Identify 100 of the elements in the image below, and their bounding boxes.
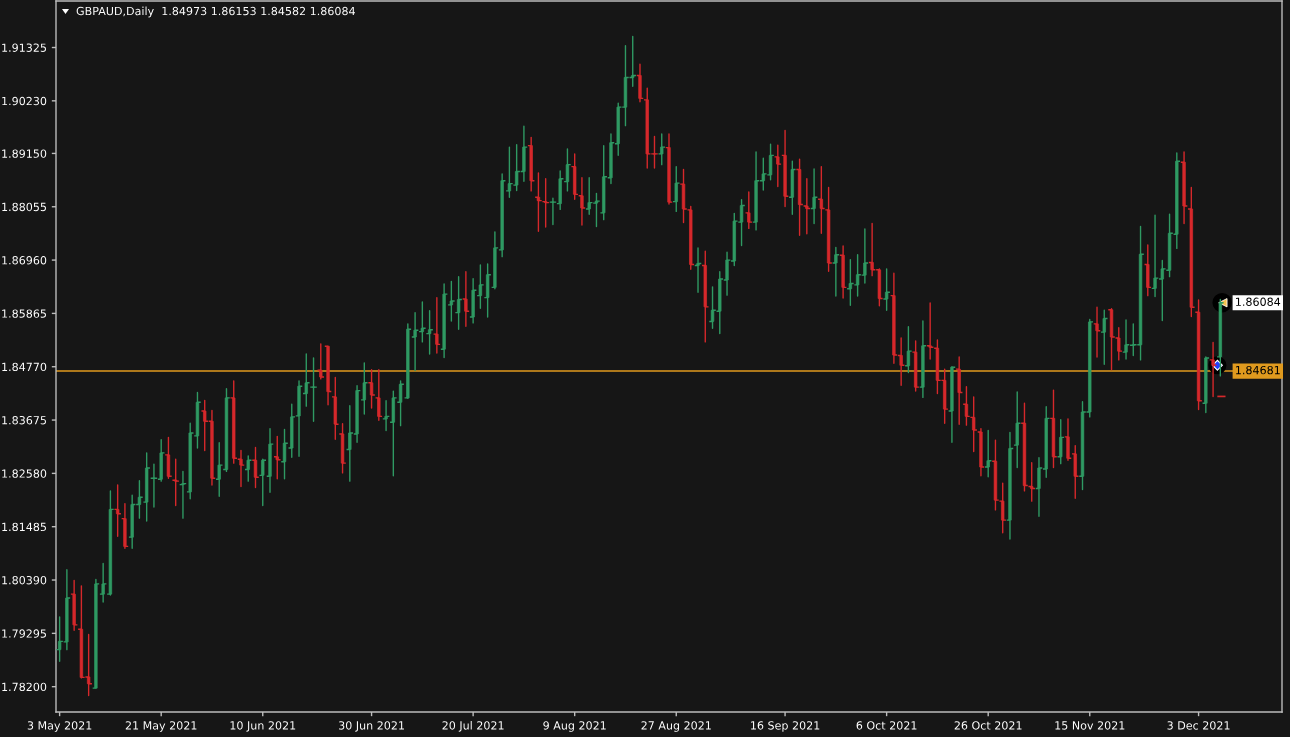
candlestick <box>505 146 514 198</box>
candlestick <box>599 144 608 221</box>
candlestick <box>70 579 79 631</box>
candlestick <box>1049 389 1058 469</box>
candlestick <box>657 133 666 166</box>
candlestick <box>969 396 978 453</box>
candlestick <box>469 277 478 324</box>
y-tick-label: 1.88055 <box>2 202 46 212</box>
candlestick <box>1071 444 1080 499</box>
y-tick-label: 1.81485 <box>2 522 46 532</box>
candlestick <box>454 275 463 330</box>
x-tick-label: 30 Jun 2021 <box>339 721 404 732</box>
candlestick <box>962 385 971 426</box>
candlestick <box>258 458 267 507</box>
x-tick-label: 6 Oct 2021 <box>856 721 917 730</box>
candlestick <box>636 63 644 103</box>
candlestick <box>744 191 753 230</box>
candlestick <box>577 177 586 226</box>
x-tick-label: 20 Jul 2021 <box>442 721 504 732</box>
candlestick <box>570 153 579 200</box>
text: 1.86084 <box>1236 297 1281 306</box>
candlestick <box>1187 186 1196 318</box>
candlestick <box>164 436 173 479</box>
candlestick <box>476 264 485 309</box>
candlestick <box>788 160 797 215</box>
candlestick <box>1005 431 1014 540</box>
candlestick <box>1143 244 1152 297</box>
candlestick <box>955 356 964 425</box>
candlestick <box>904 326 913 374</box>
candlestick <box>389 390 398 477</box>
candlestick <box>773 144 782 188</box>
chart-title: GBPAUD,Daily 1.84973 1.86153 1.84582 1.86084 <box>76 6 355 18</box>
ref-line-label: 1.84681 <box>1236 365 1280 375</box>
candlestick <box>360 362 369 415</box>
x-tick-label: 21 May 2021 <box>125 721 197 732</box>
y-tick-label: 1.86960 <box>2 256 47 265</box>
candlestick <box>432 296 441 354</box>
candlestick <box>331 376 340 440</box>
x-tick-label: 10 Jun 2021 <box>230 721 296 732</box>
y-tick-label: 1.84770 <box>2 362 47 372</box>
candlestick <box>374 368 383 421</box>
candlestick <box>694 247 702 293</box>
candlestick <box>266 427 274 494</box>
candlestick <box>229 380 238 464</box>
candlestick <box>1013 391 1022 469</box>
x-tick-label: 27 Aug 2021 <box>641 721 711 732</box>
candlestick <box>186 422 195 500</box>
x-tick-label: 15 Nov 2021 <box>1055 721 1125 730</box>
y-tick-label: 1.90230 <box>2 96 47 106</box>
y-tick-label: 1.78200 <box>2 682 47 692</box>
candlestick <box>1165 213 1174 278</box>
candlestick <box>534 172 543 233</box>
candlestick <box>461 271 470 328</box>
candlestick <box>839 245 848 299</box>
y-tick-label: 1.79295 <box>2 629 46 638</box>
candlestick <box>984 429 993 478</box>
candlestick <box>113 484 122 537</box>
candlestick <box>396 380 405 427</box>
candlestick <box>411 311 420 372</box>
y-tick-label: 1.91325 <box>2 43 46 52</box>
candlestick <box>1201 356 1210 414</box>
x-tick-label: 26 Oct 2021 <box>954 721 1022 730</box>
candlestick <box>273 435 282 480</box>
candlestick <box>338 423 347 474</box>
candlestick <box>1100 309 1109 365</box>
candlestick <box>418 301 427 343</box>
candlestick <box>498 173 507 258</box>
candlestick <box>178 470 187 519</box>
candlestick <box>251 446 260 489</box>
candlestick <box>1093 306 1101 358</box>
candlestick <box>483 263 492 318</box>
candlestick <box>193 391 202 449</box>
x-tick-label: 3 Dec 2021 <box>1167 721 1230 730</box>
candlestick <box>947 366 956 443</box>
candlestick <box>142 452 151 522</box>
candlestick <box>701 250 710 343</box>
y-tick-label: 1.85865 <box>2 309 46 318</box>
candlestick <box>171 458 180 507</box>
y-tick-label: 1.89150 <box>2 149 47 158</box>
candlestick <box>324 345 333 406</box>
candlestick <box>425 310 434 355</box>
candlestick <box>708 286 717 329</box>
candlestick <box>302 353 311 407</box>
candlestick <box>490 231 499 290</box>
candlestick <box>99 562 108 603</box>
x-tick-label: 3 May 2021 <box>27 721 92 732</box>
candlestick <box>447 280 456 322</box>
candlestick <box>882 268 891 311</box>
candlestick <box>215 442 224 497</box>
candlestick <box>237 449 245 488</box>
candlestick <box>91 578 100 689</box>
candlestick <box>926 302 935 360</box>
candlestick <box>367 368 376 409</box>
candlestick <box>1180 151 1189 225</box>
candlestick <box>382 400 391 432</box>
candlestick <box>548 197 557 226</box>
candlestick <box>316 343 325 380</box>
x-tick-label: 9 Aug 2021 <box>543 721 606 732</box>
candlestick <box>244 455 253 482</box>
candlestick <box>563 148 572 192</box>
